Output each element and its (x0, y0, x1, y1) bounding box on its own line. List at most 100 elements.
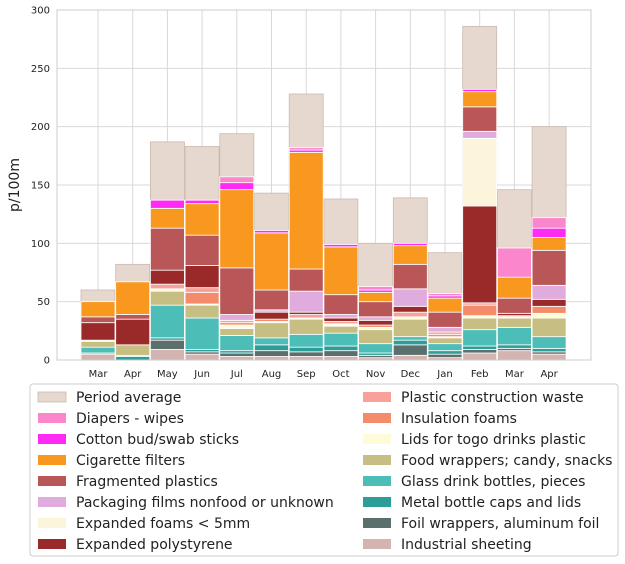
stack-segment (115, 356, 151, 361)
stack-segment (392, 311, 428, 318)
stack-segment (288, 147, 324, 151)
stack-segment (254, 311, 289, 320)
stack-segment (323, 325, 359, 334)
stack-segment (115, 344, 151, 356)
stack-segment (115, 314, 151, 320)
stack-segment (323, 350, 359, 357)
legend-swatch (38, 434, 66, 444)
stack-segment (254, 337, 289, 346)
plot-frame (56, 9, 592, 361)
stack-segment (427, 297, 463, 313)
stack-segment (184, 199, 220, 205)
stack-segment (462, 349, 498, 354)
stack-segment (80, 322, 116, 341)
stack-segment (462, 137, 498, 207)
stack-segment (254, 356, 289, 361)
stack-segment (184, 353, 220, 361)
stack-segment (80, 301, 116, 318)
stack-segment (531, 298, 567, 307)
stack-segment (531, 317, 567, 338)
x-tick-label: Sep (297, 369, 316, 380)
stack-segment (184, 291, 220, 305)
legend-entry-label: Industrial sheeting (401, 537, 532, 553)
stack-segment (219, 189, 255, 269)
stack-segment (392, 318, 428, 338)
stack-segment (149, 290, 185, 306)
stack-segment (496, 276, 532, 299)
y-axis-label: p/100m (7, 158, 23, 212)
x-tick-label: May (157, 369, 178, 380)
legend-swatch (363, 497, 391, 507)
stack-segment (462, 352, 498, 361)
stack-segment (392, 339, 428, 346)
legend-frame (29, 383, 619, 557)
stack-segment (80, 316, 116, 324)
stack-segment (392, 354, 428, 361)
stack-segment (323, 332, 359, 347)
legend-swatch (38, 455, 66, 465)
stack-segment (288, 318, 324, 335)
stack-segment (219, 267, 255, 315)
x-tick-label: Apr (540, 369, 558, 380)
stack-segment (149, 304, 185, 339)
stack-segment (358, 329, 394, 345)
stack-segment (288, 333, 324, 348)
legend-swatch (363, 518, 391, 528)
legend-entry-label: Packaging films nonfood or unknown (76, 495, 334, 511)
stack-segment (496, 326, 532, 346)
stack-segment (392, 336, 428, 341)
legend-swatch (38, 497, 66, 507)
y-axis-ticks: 0 50 100 150 200 250 300 (31, 6, 50, 367)
legend-swatch (363, 434, 391, 444)
stack-segment (219, 328, 255, 336)
legend-swatch (38, 476, 66, 486)
stack-segment (392, 344, 428, 356)
stack-segment (462, 88, 498, 93)
stack-segment (288, 268, 324, 292)
stack-segment (358, 286, 394, 291)
legend-swatch (38, 539, 66, 549)
stack-segment (392, 305, 428, 313)
legend: Period average Diapers - wipes Cotton bud/… (37, 390, 612, 553)
stack-segment (288, 346, 324, 353)
stack-segment (323, 246, 359, 296)
legend-swatch (363, 539, 391, 549)
legend-entry-label: Food wrappers; candy, snacks (401, 453, 612, 469)
stack-segment (427, 353, 463, 359)
stack-segment (80, 340, 116, 348)
x-tick-label: Aug (262, 369, 282, 380)
stack-segment (496, 297, 532, 314)
stack-segment (80, 346, 116, 354)
stack-segment (427, 311, 463, 328)
stack-segment (462, 130, 498, 139)
legend-entry-label: Cigarette filters (76, 453, 185, 469)
legend-swatch (38, 413, 66, 423)
stack-segment (219, 324, 255, 329)
stack-segment (531, 336, 567, 349)
stack-segment (184, 317, 220, 350)
stack-segment (462, 91, 498, 108)
x-tick-label: Jan (436, 369, 452, 380)
stack-segment (392, 288, 428, 307)
legend-entry-label: Expanded polystyrene (76, 537, 233, 553)
x-tick-label: Jun (193, 369, 210, 380)
stack-segment (149, 283, 185, 290)
legend-entry-label: Glass drink bottles, pieces (401, 474, 585, 490)
stack-segment (531, 353, 567, 361)
legend-entry-label: Diapers - wipes (76, 411, 184, 427)
stack-segment (496, 317, 532, 328)
stack-segment (288, 314, 324, 319)
stack-segment (462, 345, 498, 350)
stack-segment (358, 316, 394, 321)
stack-segment (288, 151, 324, 270)
stack-segment (254, 322, 289, 339)
y-tick-label: 150 (31, 181, 50, 192)
stack-segment (358, 319, 394, 326)
stack-segment (254, 350, 289, 357)
stack-segment (531, 284, 567, 300)
legend-swatch (363, 413, 391, 423)
legend-entry-label: Fragmented plastics (76, 474, 218, 490)
legend-entry-label: Plastic construction waste (401, 390, 584, 406)
stack-segment (149, 199, 185, 209)
stack-segment (115, 318, 151, 346)
